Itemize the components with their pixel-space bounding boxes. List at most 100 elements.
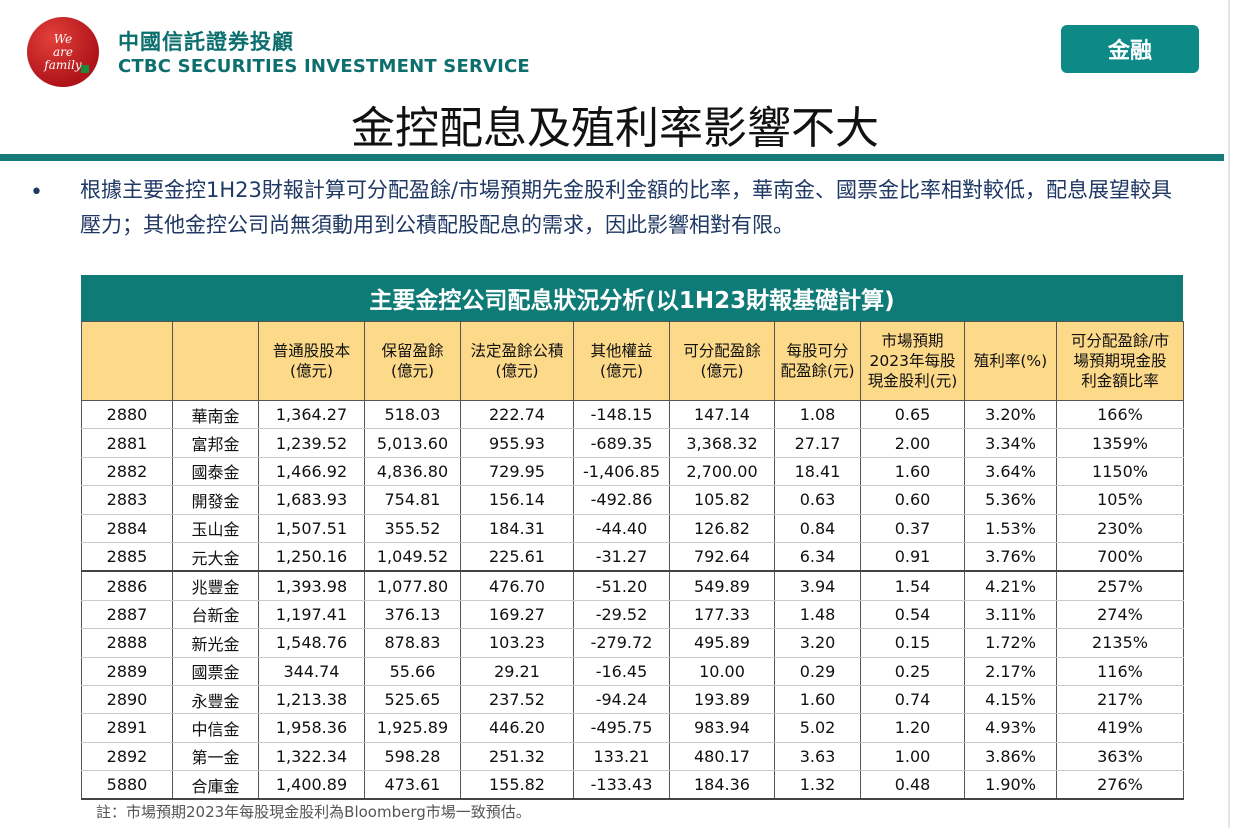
table-cell: 2881 [81,428,173,458]
table-cell: -279.72 [573,628,670,658]
table-cell: 1.60 [860,457,965,487]
table-cell: 1.32 [774,770,861,801]
table-row: 2891 中信金 1,958.36 1,925.89 446.20 -495.75 983.… [81,713,1184,743]
table-cell: 2882 [81,457,173,487]
logo-green-square [81,65,89,73]
table-cell: 2891 [81,713,173,743]
table-cell: 184.31 [460,514,574,543]
table-cell: 18.41 [774,457,861,487]
table-cell: 國泰金 [172,457,259,487]
table-cell: 792.64 [669,542,775,572]
table-row: 2885 元大金 1,250.16 1,049.52 225.61 -31.27 792.6… [81,542,1184,572]
table-cell: 0.74 [860,685,965,715]
table-cell: -16.45 [573,657,670,686]
table-cell: 3.94 [774,570,861,601]
table-cell: 355.52 [364,514,461,543]
table-cell: 116% [1056,657,1184,686]
table-cell: 518.03 [364,400,461,430]
column-header: 法定盈餘公積 (億元) [460,321,574,401]
table-cell: 0.15 [860,628,965,658]
table-cell: 4,836.80 [364,457,461,487]
table-cell: 29.21 [460,657,574,686]
table-cell: 2135% [1056,628,1184,658]
table-cell: 0.54 [860,600,965,630]
table-cell: 1.53% [964,514,1057,543]
table-cell: 549.89 [669,570,775,601]
table-cell: 0.63 [774,485,861,515]
table-row: 2890 永豐金 1,213.38 525.65 237.52 -94.24 193.89 1… [81,685,1184,715]
table-cell: 2884 [81,514,173,543]
table-cell: 147.14 [669,400,775,430]
column-header: 可分配盈餘/市 場預期現金股 利金額比率 [1056,321,1184,401]
table-cell: 1,507.51 [258,514,365,543]
table-cell: 2885 [81,542,173,572]
table-cell: 3.20 [774,628,861,658]
table-cell: 3.76% [964,542,1057,572]
table-cell: 3.86% [964,742,1057,772]
table-cell: 184.36 [669,770,775,801]
table-cell: 598.28 [364,742,461,772]
table-cell: 480.17 [669,742,775,772]
we-are-family-logo: We are family [27,17,99,87]
table-cell: 4.93% [964,713,1057,743]
table-cell: 222.74 [460,400,574,430]
table-cell: 中信金 [172,713,259,743]
column-header [81,321,173,401]
column-header: 每股可分 配盈餘(元) [774,321,861,401]
table-cell: 合庫金 [172,770,259,801]
table-cell: 276% [1056,770,1184,801]
table-cell: 105.82 [669,485,775,515]
table-cell: 0.48 [860,770,965,801]
table-cell: 1,925.89 [364,713,461,743]
table-cell: 103.23 [460,628,574,658]
table-cell: 274% [1056,600,1184,630]
table-cell: 元大金 [172,542,259,572]
table-cell: 3.63 [774,742,861,772]
column-header: 可分配盈餘 (億元) [669,321,775,401]
table-cell: 419% [1056,713,1184,743]
table-cell: 1.00 [860,742,965,772]
table-row: 2888 新光金 1,548.76 878.83 103.23 -279.72 495.89… [81,628,1184,658]
table-row: 2884 玉山金 1,507.51 355.52 184.31 -44.40 126.82 0… [81,514,1184,543]
table-cell: 495.89 [669,628,775,658]
table-cell: 156.14 [460,485,574,515]
sector-tag: 金融 [1061,25,1199,73]
table-cell: 225.61 [460,542,574,572]
brand-name-chinese: 中國信託證券投顧 [118,30,294,54]
table-cell: 251.32 [460,742,574,772]
table-cell: 1.72% [964,628,1057,658]
table-cell: 2,700.00 [669,457,775,487]
table-cell: 5880 [81,770,173,801]
table-row: 2883 開發金 1,683.93 754.81 156.14 -492.86 105.82… [81,485,1184,515]
table-cell: 1,239.52 [258,428,365,458]
dividend-analysis-table-block: 主要金控公司配息狀況分析(以1H23財報基礎計算) 普通股股本 (億元) 保留盈餘… [81,275,1184,801]
table-cell: 155.82 [460,770,574,801]
table-cell: 446.20 [460,713,574,743]
table-row: 2886 兆豐金 1,393.98 1,077.80 476.70 -51.20 549.8… [81,570,1184,601]
table-cell: 1,213.38 [258,685,365,715]
summary-paragraph: 根據主要金控1H23財報計算可分配盈餘/市場預期先金股利金額的比率，華南金、國票… [80,178,1172,237]
table-cell: -495.75 [573,713,670,743]
footnote: 註：市場預期2023年每股現金股利為Bloomberg市場一致預估。 [96,803,531,821]
table-cell: 0.84 [774,514,861,543]
table-cell: 1,250.16 [258,542,365,572]
table-cell: 700% [1056,542,1184,572]
table-cell: 第一金 [172,742,259,772]
table-cell: 169.27 [460,600,574,630]
table-cell: 2887 [81,600,173,630]
logo-text-line-2: are [53,45,73,59]
table-cell: 133.21 [573,742,670,772]
table-cell: 0.29 [774,657,861,686]
table-cell: 2883 [81,485,173,515]
table-cell: 230% [1056,514,1184,543]
table-cell: 473.61 [364,770,461,801]
table-cell: 開發金 [172,485,259,515]
table-row: 2882 國泰金 1,466.92 4,836.80 729.95 -1,406.85 2,… [81,457,1184,487]
table-cell: -1,406.85 [573,457,670,487]
table-cell: 166% [1056,400,1184,430]
table-cell: 4.21% [964,570,1057,601]
table-row: 5880 合庫金 1,400.89 473.61 155.82 -133.43 184.36… [81,770,1184,801]
slide-title: 金控配息及殖利率影響不大 [351,103,879,154]
table-cell: 27.17 [774,428,861,458]
table-cell: 永豐金 [172,685,259,715]
